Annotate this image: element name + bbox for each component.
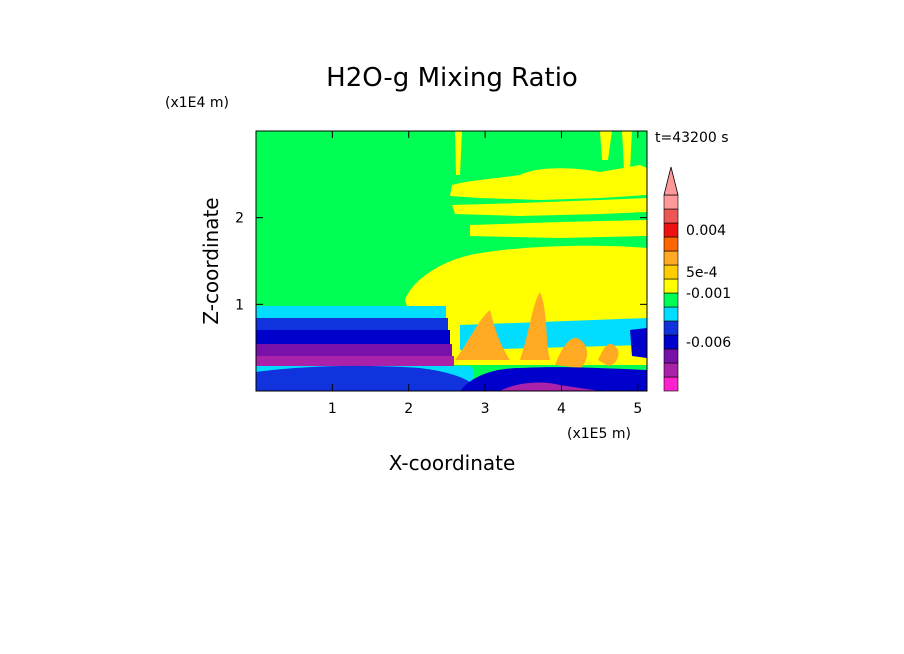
y-tick-label: 2 <box>235 211 244 227</box>
x-tick-label: 5 <box>633 401 642 417</box>
y-axis: 12 <box>235 211 647 313</box>
y-unit-label: (x1E4 m) <box>165 95 229 111</box>
colorbar-label: 5e-4 <box>686 265 718 281</box>
colorbar-label: -0.006 <box>686 335 731 351</box>
blue-surface-left <box>256 365 480 391</box>
time-label: t=43200 s <box>655 130 729 146</box>
x-axis-label: X-coordinate <box>389 451 516 475</box>
x-unit-label: (x1E5 m) <box>567 426 631 442</box>
x-tick-label: 2 <box>404 401 413 417</box>
contour-field <box>256 131 647 391</box>
navy-bottom-right <box>460 367 647 391</box>
colorbar-label: 0.004 <box>686 223 726 239</box>
navy-band-left <box>256 330 450 344</box>
y-axis-label: Z-coordinate <box>199 197 223 324</box>
purple-band-left <box>256 344 452 356</box>
colorbar-segment <box>663 222 679 238</box>
cyan-band-left <box>256 306 446 318</box>
blue-band-left <box>256 318 448 330</box>
magenta-bottom-right <box>500 382 600 391</box>
x-tick-label: 1 <box>328 401 337 417</box>
colorbar-segment <box>663 348 679 364</box>
colorbar-segment <box>663 208 679 224</box>
colorbar-segment <box>663 306 679 322</box>
colorbar-segment <box>663 236 679 252</box>
x-tick-label: 3 <box>481 401 490 417</box>
plot-frame <box>255 130 648 392</box>
colorbar-segment <box>663 320 679 336</box>
colorbar-segment <box>663 292 679 308</box>
colorbar-segment <box>663 278 679 294</box>
chart-title: H2O-g Mixing Ratio <box>326 63 578 93</box>
x-tick-label: 4 <box>557 401 566 417</box>
cyan-band-right <box>460 318 647 350</box>
colorbar-segment <box>663 194 679 210</box>
navy-patch-right <box>630 328 647 358</box>
x-axis: 1 2 3 4 5 <box>328 131 642 417</box>
colorbar-segment <box>663 264 679 280</box>
colorbar-segment <box>663 250 679 266</box>
yellow-layer-low <box>470 220 647 238</box>
orange-plumes <box>455 292 619 368</box>
yellow-layer-mid <box>452 198 647 216</box>
y-tick-label: 1 <box>235 297 244 313</box>
yellow-layer-upper <box>450 165 647 200</box>
magenta-band-left <box>256 356 454 366</box>
colorbar-label: -0.001 <box>686 286 731 302</box>
colorbar: 0.004 5e-4 -0.001 -0.006 <box>663 166 731 392</box>
colorbar-segment <box>663 376 679 392</box>
colorbar-extend-arrow <box>663 166 679 196</box>
colorbar-segment <box>663 362 679 378</box>
colorbar-segment <box>663 334 679 350</box>
